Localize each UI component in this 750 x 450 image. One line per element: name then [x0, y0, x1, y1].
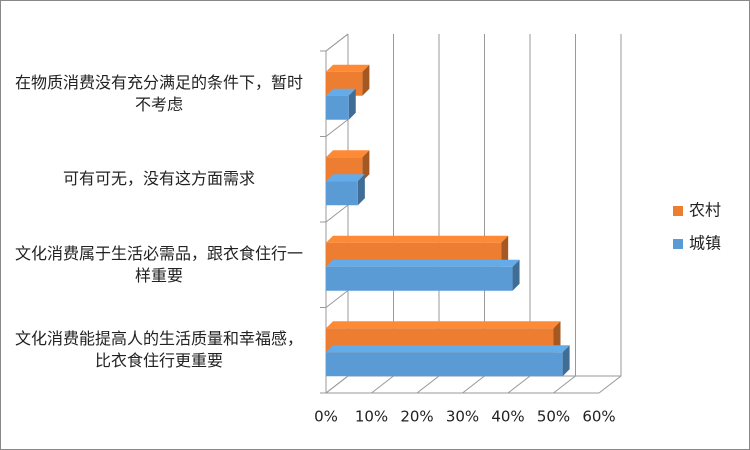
x-tick-label: 0% — [314, 408, 338, 426]
floor-grid-line — [371, 375, 394, 394]
bar-top — [326, 259, 520, 267]
floor-grid-line — [553, 375, 576, 394]
floor-grid-line — [416, 375, 440, 394]
bar-top — [326, 150, 370, 158]
legend-label: 城镇 — [689, 234, 721, 253]
bar-side — [362, 150, 370, 182]
bar-side — [562, 345, 570, 377]
wall-divider — [325, 119, 349, 137]
wall-divider — [325, 33, 349, 52]
x-tick-label: 60% — [582, 408, 615, 426]
legend-label: 农村 — [689, 201, 721, 220]
bar-side — [362, 64, 370, 96]
bar-side — [512, 259, 520, 291]
x-tick-label: 50% — [537, 408, 570, 426]
floor-grid-line — [507, 375, 531, 394]
x-tick-label: 20% — [400, 408, 433, 426]
x-tick-label: 10% — [355, 408, 388, 426]
bar-top — [326, 88, 356, 96]
wall-divider — [325, 204, 349, 223]
category-label: 可有可无，没有这方面需求 — [62, 169, 255, 189]
bar-top — [326, 64, 370, 72]
floor-grid-line — [325, 375, 349, 394]
bar-top — [326, 174, 365, 182]
bar-side — [553, 321, 561, 353]
category-label: 文化消费属于生活必需品，跟衣食住行一样重要 — [14, 243, 303, 285]
bar-top — [326, 235, 509, 243]
bar — [326, 181, 358, 206]
x-tick-label: 40% — [491, 408, 524, 426]
legend-swatch — [673, 239, 683, 249]
bar-side — [357, 174, 365, 206]
wall-divider — [325, 290, 349, 308]
legend-swatch — [673, 206, 683, 216]
category-label: 在物质消费没有充分满足的条件下，暂时不考虑 — [14, 72, 303, 114]
x-tick-label: 30% — [446, 408, 479, 426]
bar-side — [348, 88, 356, 120]
floor-grid-line — [462, 375, 485, 394]
floor-grid-line — [598, 375, 622, 394]
bar-top — [326, 321, 561, 329]
bar-side — [501, 235, 509, 267]
bar — [326, 95, 349, 120]
bar — [326, 266, 513, 291]
bar — [326, 352, 563, 377]
bar-top — [326, 345, 570, 353]
category-label: 文化消费能提高人的生活质量和幸福感，比衣食住行更重要 — [14, 329, 303, 371]
